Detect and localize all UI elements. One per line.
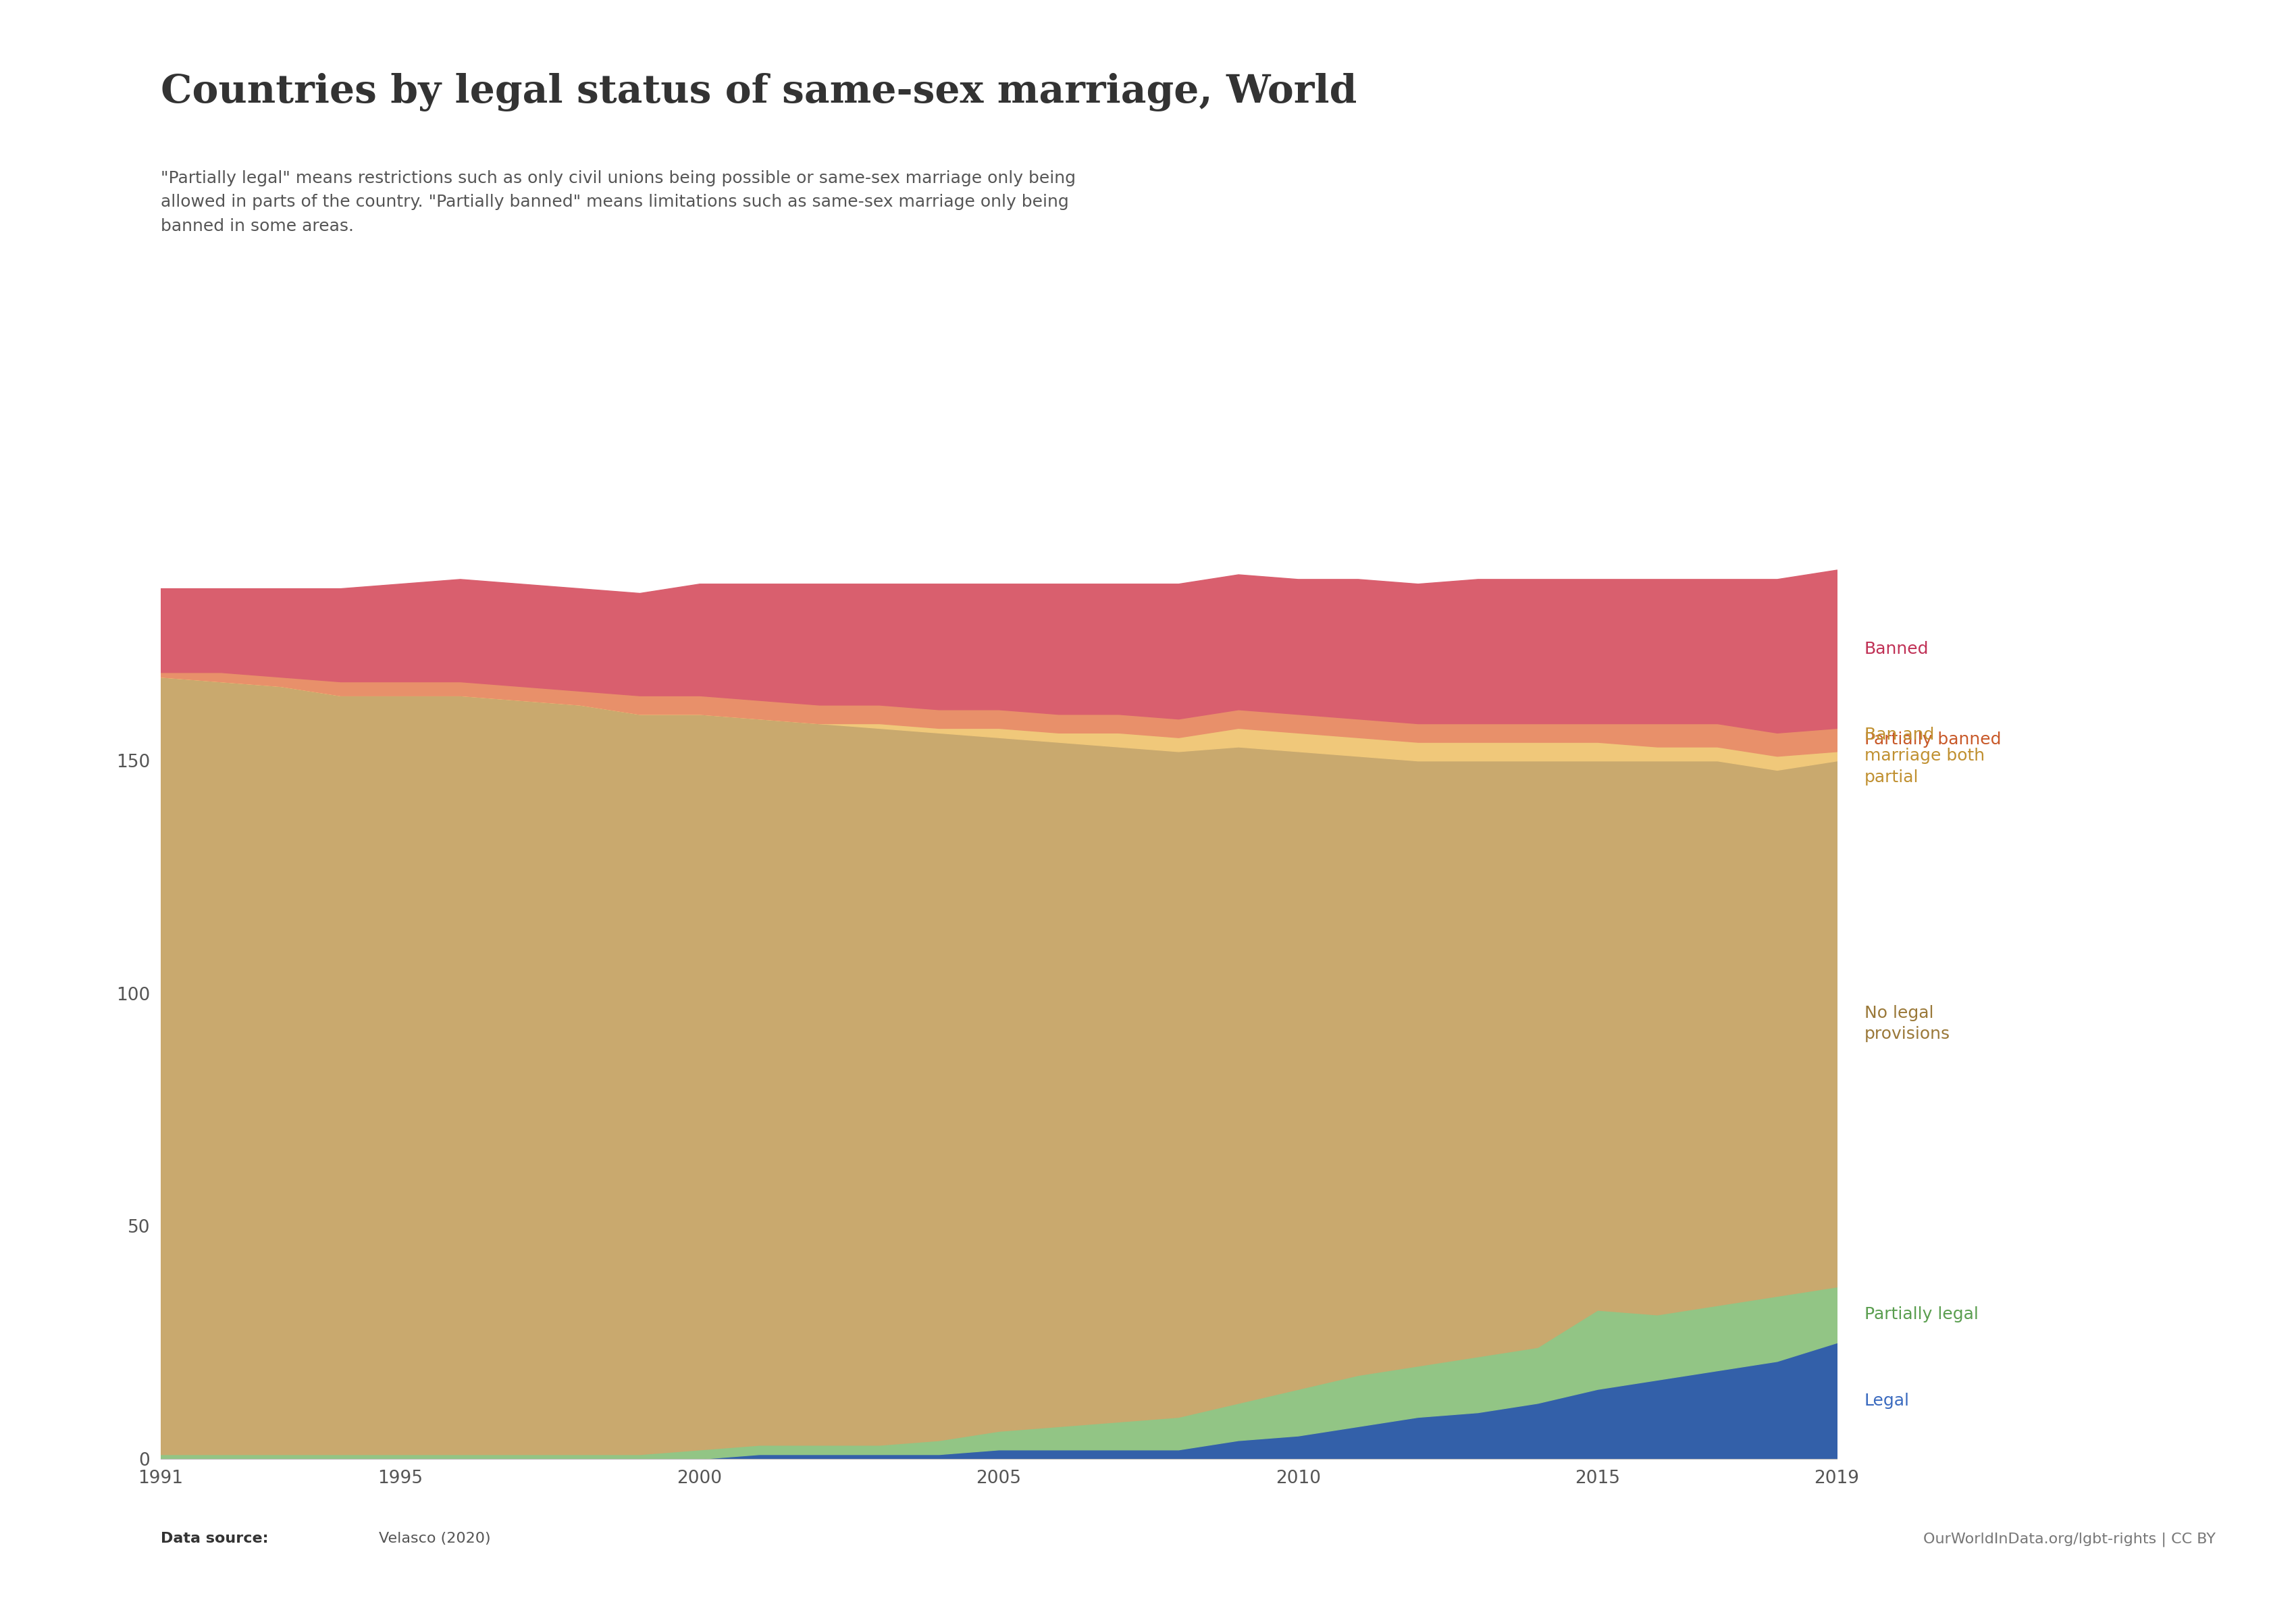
Text: Partially legal: Partially legal <box>1864 1307 1979 1323</box>
Text: "Partially legal" means restrictions such as only civil unions being possible or: "Partially legal" means restrictions suc… <box>161 170 1077 235</box>
Text: Legal: Legal <box>1864 1392 1910 1409</box>
Text: Countries by legal status of same-sex marriage, World: Countries by legal status of same-sex ma… <box>161 73 1357 112</box>
Text: No legal
provisions: No legal provisions <box>1864 1005 1949 1042</box>
Text: Banned: Banned <box>1864 640 1929 657</box>
Text: OurWorldInData.org/lgbt-rights | CC BY: OurWorldInData.org/lgbt-rights | CC BY <box>1924 1532 2216 1546</box>
Text: Velasco (2020): Velasco (2020) <box>379 1532 491 1545</box>
Text: in Data: in Data <box>2073 152 2138 169</box>
Text: Our World: Our World <box>2060 101 2151 117</box>
Text: Partially banned: Partially banned <box>1864 731 2002 747</box>
Text: Data source:: Data source: <box>161 1532 273 1545</box>
Text: Ban and
marriage both
partial: Ban and marriage both partial <box>1864 726 1984 786</box>
